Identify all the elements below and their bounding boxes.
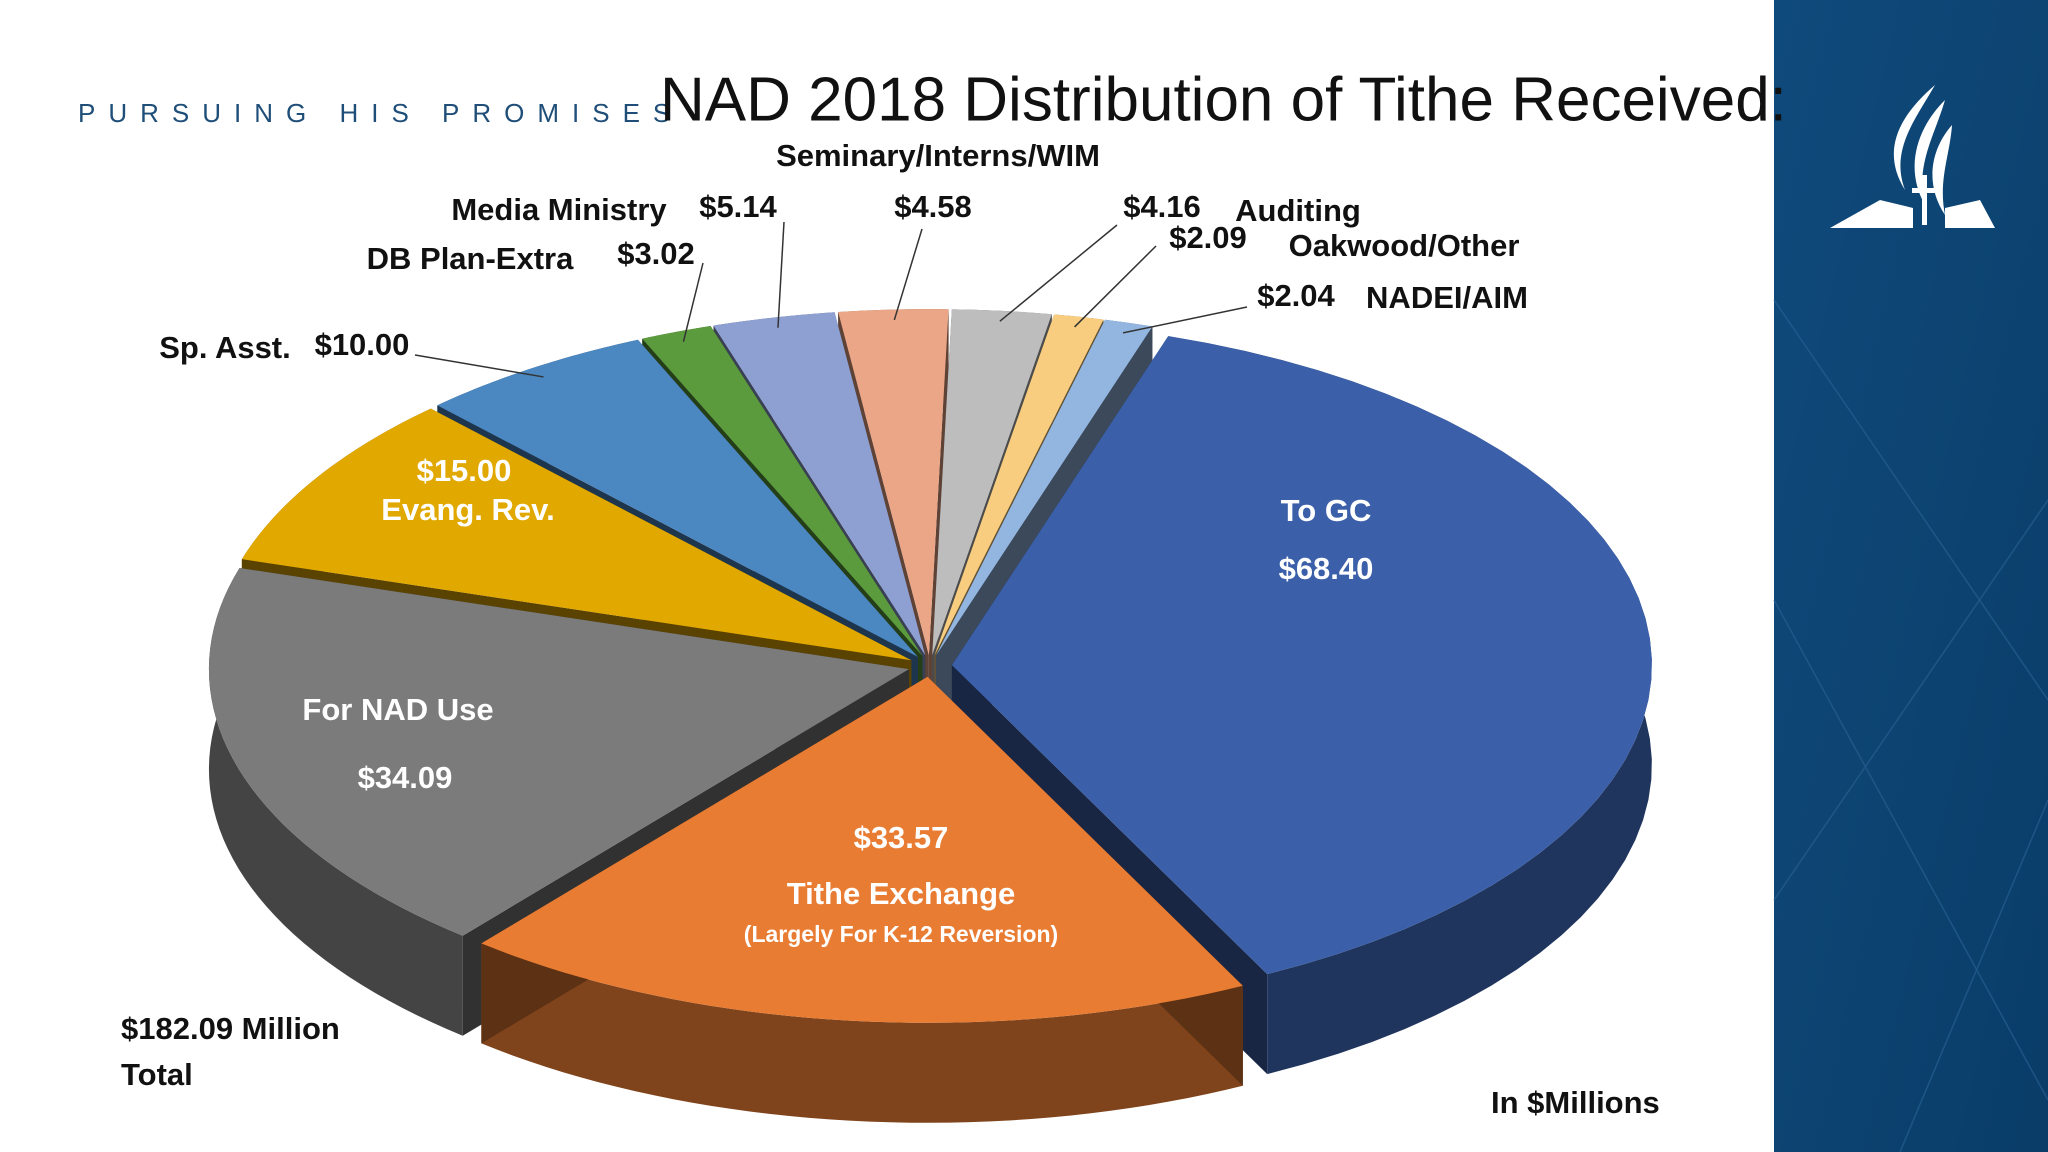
total-label: $182.09 Million (121, 1011, 340, 1046)
leader-line (414, 354, 544, 378)
category-label: NADEI/AIM (1366, 280, 1528, 315)
category-label: Oakwood/Other (1289, 228, 1520, 263)
slice (932, 309, 1052, 656)
leader-line (1122, 306, 1248, 334)
category-label: To GC (1281, 493, 1372, 528)
slice (208, 567, 909, 936)
category-label: For NAD Use (302, 692, 493, 727)
slice (838, 309, 949, 656)
slice (642, 326, 923, 656)
value-label: $4.58 (894, 189, 972, 224)
slice (936, 319, 1153, 656)
chart-title: NAD 2018 Distribution of Tithe Received: (660, 65, 1787, 134)
category-label: Sp. Asst. (159, 330, 291, 365)
panel-pattern (1773, 299, 2048, 1152)
slice (481, 676, 1243, 1023)
category-label: Seminary/Interns/WIM (776, 138, 1100, 173)
total-label: Total (121, 1057, 193, 1092)
value-label: $2.09 (1169, 220, 1247, 255)
tagline: PURSUING HIS PROMISES (78, 98, 683, 128)
slice-side (481, 943, 1243, 1123)
leader-line (682, 262, 704, 342)
value-label: $2.04 (1257, 278, 1335, 313)
value-label: $68.40 (1279, 551, 1374, 586)
pie (208, 309, 1652, 1123)
labels: To GC $68.40 Tithe Exchange $33.57 For NAD U… (159, 138, 1528, 947)
category-label: Tithe Exchange (787, 876, 1016, 911)
leader-line (1074, 245, 1157, 328)
slice (934, 314, 1104, 656)
value-label: $4.16 (1123, 189, 1201, 224)
annotation: (Largely For K-12 Reversion) (744, 921, 1058, 947)
value-label: $5.14 (699, 189, 777, 224)
leader-line (893, 228, 923, 321)
category-label: Media Ministry (451, 192, 667, 227)
slice (437, 339, 918, 657)
units-note: In $Millions (1491, 1085, 1660, 1120)
slice-side (208, 567, 463, 1036)
value-label: $33.57 (854, 820, 949, 855)
category-label: Auditing (1235, 193, 1361, 228)
slice (241, 408, 912, 661)
value-label: $15.00 (417, 453, 512, 488)
leader-line (777, 221, 785, 328)
side-panel (1774, 0, 2048, 1152)
slice (713, 312, 926, 656)
value-label: $3.02 (617, 236, 695, 271)
category-label: DB Plan-Extra (367, 241, 574, 276)
logo (1830, 85, 1995, 228)
slice (951, 336, 1652, 975)
leader-line (999, 224, 1118, 322)
value-label: $10.00 (315, 327, 410, 362)
category-label: Evang. Rev. (381, 492, 554, 527)
value-label: $34.09 (358, 760, 453, 795)
